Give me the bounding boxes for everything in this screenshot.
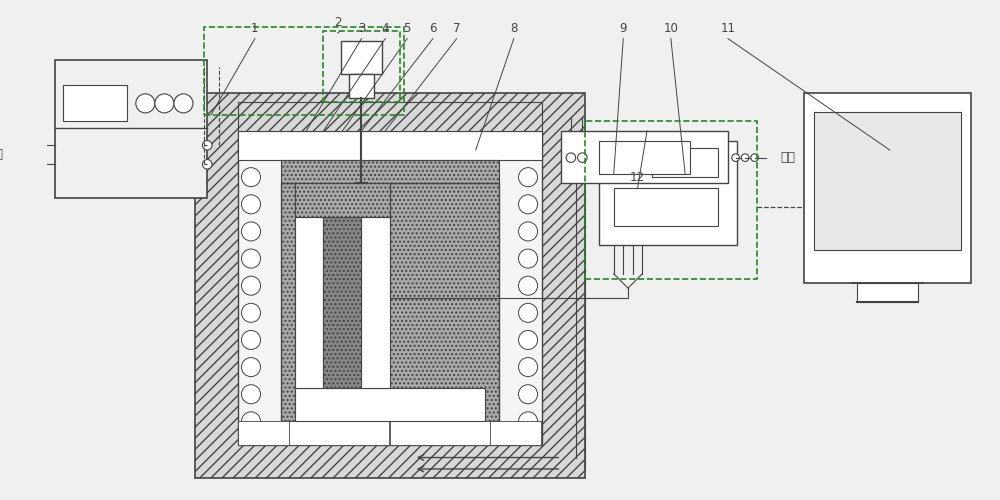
- Bar: [441, 422, 541, 445]
- Text: 5: 5: [403, 22, 411, 35]
- Bar: [204, 27, 404, 115]
- Bar: [238, 422, 338, 445]
- Text: 4: 4: [381, 22, 389, 35]
- Circle shape: [519, 276, 538, 295]
- Circle shape: [241, 195, 261, 214]
- Circle shape: [519, 358, 538, 376]
- Circle shape: [174, 94, 193, 113]
- Circle shape: [732, 154, 739, 162]
- Bar: [804, 93, 971, 284]
- Bar: [323, 216, 361, 388]
- Bar: [289, 422, 389, 445]
- Circle shape: [241, 358, 261, 376]
- Circle shape: [24, 160, 32, 168]
- Bar: [599, 140, 690, 174]
- Circle shape: [241, 304, 261, 322]
- Circle shape: [519, 384, 538, 404]
- Bar: [652, 148, 718, 176]
- Bar: [561, 131, 728, 184]
- Bar: [281, 184, 499, 422]
- Text: 9: 9: [620, 22, 627, 35]
- Bar: [55, 60, 207, 198]
- Bar: [63, 86, 127, 122]
- Circle shape: [519, 195, 538, 214]
- Circle shape: [155, 94, 174, 113]
- Text: 12: 12: [630, 172, 645, 184]
- Circle shape: [751, 154, 758, 162]
- Bar: [390, 422, 490, 445]
- Bar: [585, 122, 757, 278]
- Bar: [195, 93, 585, 478]
- Text: 电源: 电源: [0, 148, 3, 162]
- Circle shape: [241, 140, 261, 160]
- Bar: [238, 102, 542, 131]
- Circle shape: [519, 168, 538, 186]
- Text: 8: 8: [510, 22, 517, 35]
- Bar: [295, 184, 390, 216]
- Bar: [238, 131, 542, 160]
- Circle shape: [202, 160, 212, 169]
- Bar: [349, 74, 374, 98]
- Text: 7: 7: [453, 22, 460, 35]
- Circle shape: [578, 153, 587, 162]
- Circle shape: [519, 412, 538, 431]
- Text: 6: 6: [429, 22, 437, 35]
- Bar: [295, 216, 323, 388]
- Circle shape: [519, 249, 538, 268]
- Bar: [361, 216, 390, 388]
- Text: 2: 2: [334, 16, 341, 29]
- Circle shape: [741, 154, 749, 162]
- Bar: [238, 131, 542, 445]
- Circle shape: [566, 153, 576, 162]
- Bar: [599, 140, 737, 245]
- Circle shape: [241, 249, 261, 268]
- Bar: [614, 188, 718, 226]
- Circle shape: [519, 304, 538, 322]
- Text: 1: 1: [251, 22, 259, 35]
- Bar: [323, 31, 400, 102]
- Bar: [857, 284, 918, 302]
- Bar: [341, 40, 382, 74]
- Circle shape: [519, 222, 538, 241]
- Circle shape: [136, 94, 155, 113]
- Text: 3: 3: [358, 22, 365, 35]
- Circle shape: [519, 140, 538, 160]
- Bar: [281, 160, 499, 184]
- Circle shape: [202, 140, 212, 150]
- Bar: [295, 388, 485, 422]
- Circle shape: [24, 142, 32, 149]
- Text: 11: 11: [720, 22, 735, 35]
- Text: 10: 10: [663, 22, 678, 35]
- Bar: [340, 422, 440, 445]
- Bar: [814, 112, 961, 250]
- Circle shape: [519, 330, 538, 349]
- Circle shape: [241, 276, 261, 295]
- Circle shape: [241, 330, 261, 349]
- Circle shape: [241, 384, 261, 404]
- Circle shape: [241, 412, 261, 431]
- Text: 电源: 电源: [780, 151, 795, 164]
- Circle shape: [241, 222, 261, 241]
- Circle shape: [241, 168, 261, 186]
